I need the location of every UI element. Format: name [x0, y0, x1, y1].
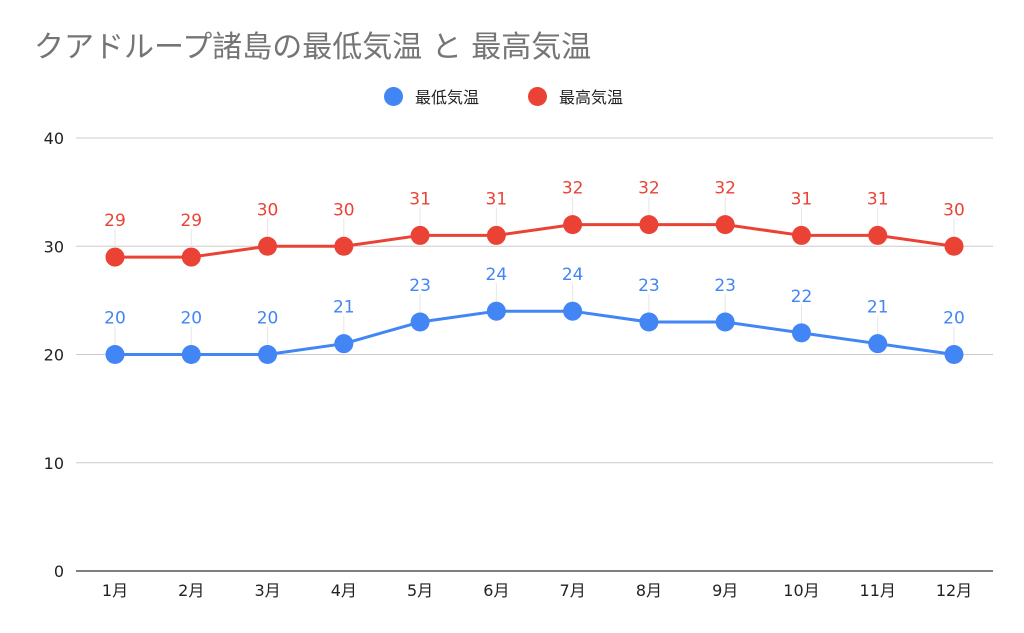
data-point[interactable] [715, 215, 735, 235]
data-point[interactable] [563, 215, 583, 235]
series-line-1 [115, 223, 955, 259]
data-point[interactable] [334, 236, 354, 256]
data-point[interactable] [334, 334, 354, 354]
data-label: 24 [562, 265, 584, 285]
x-tick-label: 11月 [860, 581, 896, 600]
series-layer: 20 20 20 21 23 24 24 23 23 22 21 20 29 29 30 30 31 31 32 32… [104, 179, 965, 364]
data-label: 20 [943, 309, 965, 329]
data-point[interactable] [868, 334, 888, 354]
data-label: 30 [257, 200, 279, 220]
data-label: 32 [638, 179, 660, 199]
x-tick-label: 9月 [712, 581, 738, 600]
data-point[interactable] [486, 225, 506, 245]
x-tick-label: 7月 [560, 581, 586, 600]
data-point[interactable] [410, 312, 430, 332]
legend-marker-min [384, 86, 403, 106]
x-tick-label: 5月 [407, 581, 433, 600]
data-label: 22 [791, 287, 813, 307]
data-label: 32 [562, 179, 584, 199]
data-point[interactable] [258, 236, 278, 256]
data-point[interactable] [410, 225, 430, 245]
data-label: 20 [104, 309, 126, 329]
data-label: 29 [180, 211, 202, 231]
y-tick-label: 30 [44, 237, 64, 256]
data-point[interactable] [486, 301, 506, 321]
data-label: 31 [791, 189, 813, 209]
y-tick-label: 10 [44, 454, 64, 473]
data-point[interactable] [868, 225, 888, 245]
data-label: 31 [409, 189, 431, 209]
data-point[interactable] [639, 312, 659, 332]
y-tick-label: 0 [54, 562, 64, 581]
data-point[interactable] [944, 236, 964, 256]
data-label: 32 [714, 179, 736, 199]
data-label: 31 [867, 189, 889, 209]
x-tick-label: 8月 [636, 581, 662, 600]
data-label: 23 [409, 276, 431, 296]
data-point[interactable] [105, 247, 125, 267]
data-point[interactable] [563, 301, 583, 321]
data-point[interactable] [105, 345, 125, 364]
data-point[interactable] [181, 345, 201, 364]
x-tick-label: 1月 [102, 581, 128, 600]
data-point[interactable] [181, 247, 201, 267]
x-tick-label: 6月 [483, 581, 509, 600]
data-label: 30 [333, 200, 355, 220]
data-point[interactable] [258, 345, 278, 364]
data-label: 21 [867, 298, 889, 318]
series-line-0 [115, 309, 955, 356]
x-tick-label: 3月 [254, 581, 280, 600]
data-label: 29 [104, 211, 126, 231]
data-point[interactable] [791, 323, 811, 343]
data-point[interactable] [715, 312, 735, 332]
x-tick-label: 10月 [783, 581, 819, 600]
data-label: 23 [714, 276, 736, 296]
x-tick-label: 12月 [936, 581, 972, 600]
data-label: 24 [486, 265, 508, 285]
legend: 最低気温 最高気温 [0, 84, 1024, 112]
legend-item-max[interactable]: 最高気温 [528, 84, 623, 108]
data-point[interactable] [639, 215, 659, 235]
chart-title: クアドループ諸島の最低気温 と 最高気温 [34, 30, 592, 65]
series-0: 20 20 20 21 23 24 24 23 23 22 21 20 [104, 265, 965, 364]
data-label: 23 [638, 276, 660, 296]
data-label: 20 [180, 309, 202, 329]
data-label: 21 [333, 298, 355, 318]
x-axis-ticks: 1月 2月 3月 4月 5月 6月 7月 8月 9月 10月 11月 12月 [102, 581, 972, 600]
series-1: 29 29 30 30 31 31 32 32 32 31 31 30 [104, 179, 965, 267]
legend-label-min: 最低気温 [415, 88, 480, 107]
legend-item-min[interactable]: 最低気温 [384, 84, 479, 108]
y-tick-label: 40 [44, 129, 64, 148]
legend-marker-max [528, 86, 547, 106]
y-axis-ticks: 0 10 20 30 40 [44, 129, 64, 581]
y-tick-label: 20 [44, 346, 64, 365]
data-label: 20 [257, 309, 279, 329]
x-tick-label: 4月 [331, 581, 357, 600]
x-tick-label: 2月 [178, 581, 204, 600]
data-label: 31 [486, 189, 508, 209]
data-point[interactable] [944, 345, 964, 364]
data-point[interactable] [791, 225, 811, 245]
data-label: 30 [943, 200, 965, 220]
legend-label-max: 最高気温 [559, 88, 624, 107]
